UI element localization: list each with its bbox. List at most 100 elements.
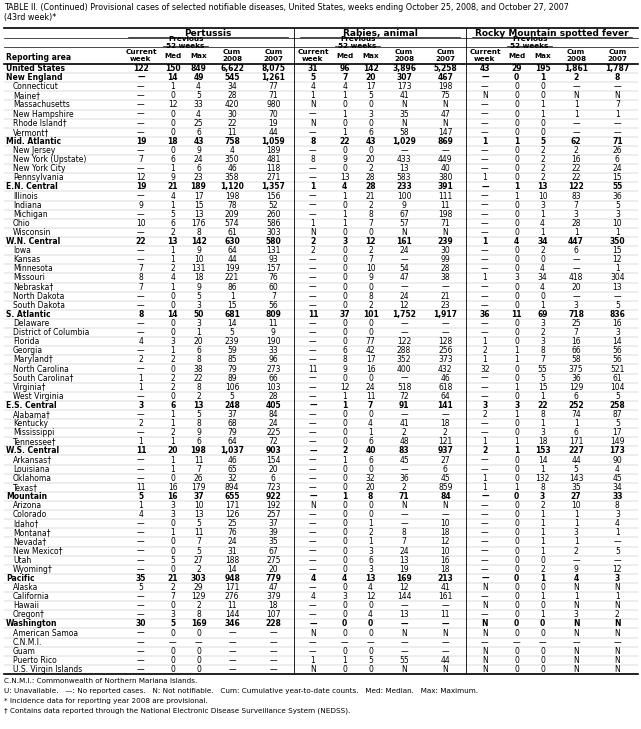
Text: N: N [615, 583, 620, 592]
Text: 0: 0 [368, 601, 373, 610]
Text: —: — [137, 119, 145, 128]
Text: 62: 62 [571, 137, 581, 146]
Text: United States: United States [6, 64, 65, 73]
Text: 849: 849 [190, 64, 206, 73]
Text: 0: 0 [342, 529, 347, 537]
Text: 21: 21 [167, 182, 178, 192]
Text: 1: 1 [483, 483, 487, 492]
Text: —: — [481, 255, 488, 264]
Text: Cum
2007: Cum 2007 [608, 50, 628, 62]
Text: 24: 24 [366, 383, 376, 391]
Text: 27: 27 [570, 492, 581, 501]
Text: 34: 34 [227, 82, 237, 91]
Text: —: — [137, 328, 145, 337]
Text: 43: 43 [365, 137, 376, 146]
Text: 0: 0 [368, 647, 373, 656]
Text: —: — [481, 283, 488, 292]
Text: 3: 3 [368, 565, 373, 574]
Text: —: — [442, 319, 449, 328]
Text: 89: 89 [228, 373, 237, 383]
Text: 198: 198 [225, 192, 239, 200]
Text: 4: 4 [196, 82, 201, 91]
Text: 171: 171 [569, 437, 583, 446]
Text: 188: 188 [225, 555, 239, 565]
Text: 28: 28 [228, 91, 237, 101]
Text: 2: 2 [138, 356, 144, 364]
Text: —: — [195, 638, 203, 647]
Text: 3: 3 [171, 501, 175, 510]
Text: 153: 153 [535, 446, 551, 456]
Text: 379: 379 [266, 592, 281, 601]
Text: N: N [401, 628, 407, 638]
Text: N: N [482, 601, 488, 610]
Text: 0: 0 [171, 665, 175, 674]
Text: 233: 233 [396, 182, 412, 192]
Text: —: — [270, 638, 277, 647]
Text: 1: 1 [310, 182, 315, 192]
Text: 2: 2 [138, 419, 144, 428]
Text: 29: 29 [512, 64, 522, 73]
Text: —: — [481, 492, 488, 501]
Text: 1,059: 1,059 [262, 137, 285, 146]
Text: —: — [572, 292, 580, 300]
Text: Previous
52 weeks: Previous 52 weeks [510, 36, 549, 49]
Text: —: — [481, 146, 488, 155]
Text: 9: 9 [196, 283, 201, 292]
Text: 7: 7 [196, 537, 201, 547]
Text: N: N [310, 501, 316, 510]
Text: 0: 0 [342, 410, 347, 419]
Text: 6: 6 [615, 155, 620, 164]
Text: 1: 1 [342, 192, 347, 200]
Text: —: — [309, 192, 317, 200]
Text: 3: 3 [574, 529, 579, 537]
Text: 9: 9 [138, 200, 144, 210]
Text: 11: 11 [194, 456, 203, 464]
Text: 1: 1 [138, 437, 144, 446]
Text: 18: 18 [440, 529, 450, 537]
Text: —: — [137, 319, 145, 328]
Text: —: — [400, 283, 408, 292]
Text: Delaware: Delaware [13, 319, 49, 328]
Text: —: — [228, 647, 236, 656]
Text: 42: 42 [366, 346, 376, 355]
Text: 1: 1 [368, 519, 373, 529]
Text: 43: 43 [479, 64, 490, 73]
Text: 3,896: 3,896 [392, 64, 416, 73]
Text: 28: 28 [440, 265, 450, 273]
Text: Kansas: Kansas [13, 255, 40, 264]
Text: 13: 13 [340, 174, 349, 182]
Text: 0: 0 [368, 510, 373, 519]
Text: 46: 46 [227, 456, 237, 464]
Text: N: N [573, 656, 579, 665]
Text: 0: 0 [514, 492, 519, 501]
Text: 0: 0 [368, 119, 373, 128]
Text: 225: 225 [266, 428, 281, 437]
Text: 5: 5 [540, 137, 545, 146]
Text: —: — [481, 555, 488, 565]
Text: Virginia†: Virginia† [13, 383, 46, 391]
Text: 0: 0 [342, 255, 347, 264]
Text: —: — [137, 246, 145, 255]
Text: Pennsylvania: Pennsylvania [13, 174, 63, 182]
Text: —: — [309, 346, 317, 355]
Text: N: N [573, 583, 579, 592]
Text: 60: 60 [269, 283, 278, 292]
Text: —: — [481, 519, 488, 529]
Text: 1: 1 [540, 510, 545, 519]
Text: 4: 4 [615, 519, 620, 529]
Text: 129: 129 [569, 383, 583, 391]
Text: 3: 3 [196, 319, 201, 328]
Text: N: N [573, 601, 579, 610]
Text: —: — [613, 119, 621, 128]
Text: 0: 0 [342, 200, 347, 210]
Text: 258: 258 [610, 401, 625, 410]
Text: 2: 2 [402, 428, 406, 437]
Text: —: — [572, 265, 580, 273]
Text: 2: 2 [310, 237, 315, 246]
Text: 101: 101 [363, 310, 378, 319]
Text: 99: 99 [440, 255, 450, 264]
Text: 4: 4 [138, 338, 144, 346]
Text: —: — [137, 555, 145, 565]
Text: 11: 11 [136, 483, 146, 492]
Text: —: — [137, 464, 145, 474]
